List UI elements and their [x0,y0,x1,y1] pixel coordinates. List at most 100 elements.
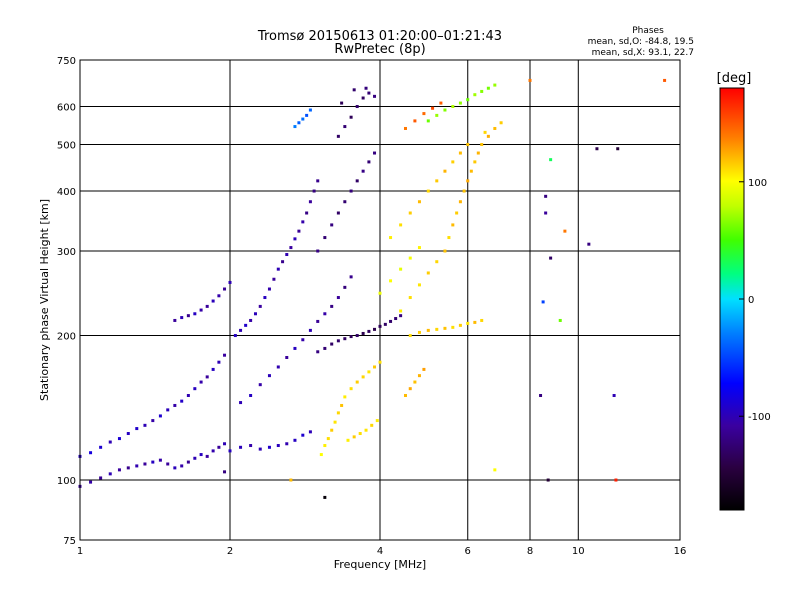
data-point [276,444,280,448]
data-point [253,312,257,316]
data-point [173,466,177,470]
data-point [276,267,280,271]
data-point [301,117,305,121]
data-point [285,355,289,359]
data-point [466,98,470,102]
y-tick-label: 500 [57,141,76,152]
y-tick-label: 200 [57,332,76,343]
data-point [293,346,297,350]
data-point [539,394,543,398]
data-point [143,462,147,466]
x-tick-label: 6 [465,546,471,557]
data-point [435,260,439,264]
data-point [249,394,253,398]
y-tick-label: 300 [57,247,76,258]
data-point [458,101,462,105]
data-point [499,121,503,125]
data-point [451,105,455,109]
data-point [193,456,197,460]
data-point [373,365,377,369]
data-point [293,125,297,129]
data-point [199,380,203,384]
data-point [89,451,93,455]
data-point [173,318,177,322]
data-point [417,246,421,250]
data-point [158,414,162,418]
data-point [480,143,484,147]
data-point [166,408,170,412]
colorbar-label: [deg] [717,71,752,86]
data-point [193,387,197,391]
data-point [151,460,155,464]
data-point [435,179,439,183]
data-point [587,242,591,246]
data-point [473,320,477,324]
data-point [263,296,267,300]
data-point [211,449,215,453]
data-point [361,169,365,173]
data-point [544,194,548,198]
data-point [330,342,334,346]
x-tick-label: 10 [572,546,585,557]
data-point [375,419,379,423]
data-point [223,470,227,474]
data-point [289,246,293,250]
data-point [297,229,301,233]
data-point [408,211,412,215]
data-point [417,200,421,204]
data-point [223,353,227,357]
data-point [417,283,421,287]
data-point [473,93,477,97]
data-point [403,394,407,398]
colorbar-tick-label: 100 [748,178,767,189]
data-point [528,78,532,82]
data-point [301,220,305,224]
data-point [349,335,353,339]
data-point [180,399,184,403]
data-point [312,189,316,193]
data-point [455,211,459,215]
phase-summary-o: mean, sd,O: -84.8, 19.5 [588,37,694,47]
data-point [158,458,162,462]
data-point [403,126,407,130]
colorbar-tick-label: -100 [748,412,771,423]
chart-subtitle: RwPretec (8p) [334,42,425,57]
data-point [431,106,435,110]
data-point [323,495,327,499]
data-point [349,115,353,119]
data-point [305,113,309,117]
data-point [228,449,232,453]
data-point [293,237,297,241]
x-ticks: 1 2 4 6 8 10 16 [77,546,687,557]
data-point [367,160,371,164]
data-point [473,160,477,164]
y-ticks: 75 100 200 300 400 500 600 750 [57,56,76,547]
data-point [373,151,377,155]
data-point [336,411,340,415]
data-point [346,438,350,442]
data-point [480,89,484,93]
data-point [549,256,553,260]
data-point [389,279,393,283]
data-point [258,383,262,387]
data-point [417,374,421,378]
x-axis-label: Frequency [MHz] [334,558,426,571]
data-point [355,380,359,384]
data-point [343,285,347,289]
data-point [364,86,368,90]
data-point [272,277,276,281]
y-tick-label: 750 [57,56,76,67]
data-point [370,423,374,427]
data-point [493,126,497,130]
data-point [326,437,330,441]
data-point [373,94,377,98]
data-point [413,380,417,384]
data-point [451,223,455,227]
data-point [319,453,323,457]
data-point [466,321,470,325]
data-point [217,445,221,449]
data-point [316,319,320,323]
data-point [89,480,93,484]
data-point [408,387,412,391]
